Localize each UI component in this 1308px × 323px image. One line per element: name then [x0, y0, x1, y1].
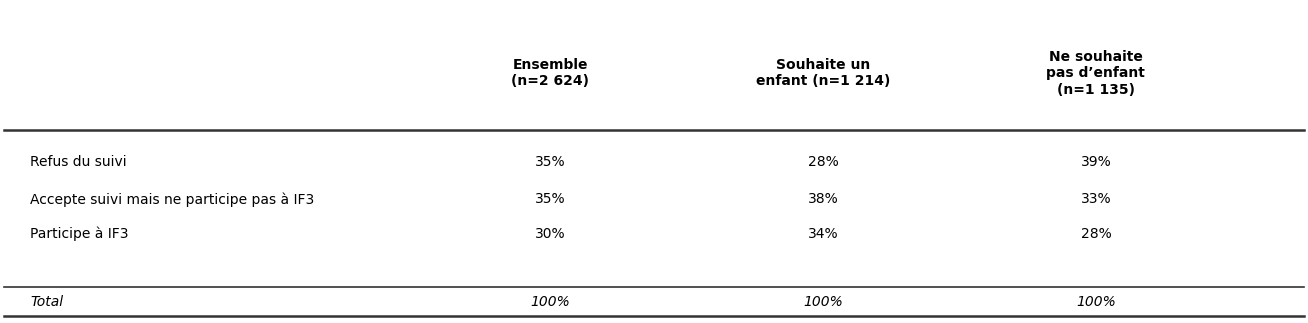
Text: 100%: 100%	[1076, 295, 1116, 308]
Text: 35%: 35%	[535, 192, 565, 206]
Text: 28%: 28%	[1080, 227, 1112, 241]
Text: Ne souhaite
pas d’enfant
(n=1 135): Ne souhaite pas d’enfant (n=1 135)	[1046, 50, 1146, 97]
Text: 33%: 33%	[1080, 192, 1112, 206]
Text: 100%: 100%	[530, 295, 570, 308]
Text: 35%: 35%	[535, 154, 565, 169]
Text: 30%: 30%	[535, 227, 565, 241]
Text: Total: Total	[30, 295, 63, 308]
Text: 39%: 39%	[1080, 154, 1112, 169]
Text: Ensemble
(n=2 624): Ensemble (n=2 624)	[511, 58, 589, 89]
Text: 38%: 38%	[807, 192, 838, 206]
Text: 100%: 100%	[803, 295, 842, 308]
Text: 28%: 28%	[807, 154, 838, 169]
Text: Participe à IF3: Participe à IF3	[30, 227, 128, 241]
Text: Refus du suivi: Refus du suivi	[30, 154, 127, 169]
Text: 34%: 34%	[807, 227, 838, 241]
Text: Accepte suivi mais ne participe pas à IF3: Accepte suivi mais ne participe pas à IF…	[30, 192, 314, 206]
Text: Souhaite un
enfant (n=1 214): Souhaite un enfant (n=1 214)	[756, 58, 891, 89]
